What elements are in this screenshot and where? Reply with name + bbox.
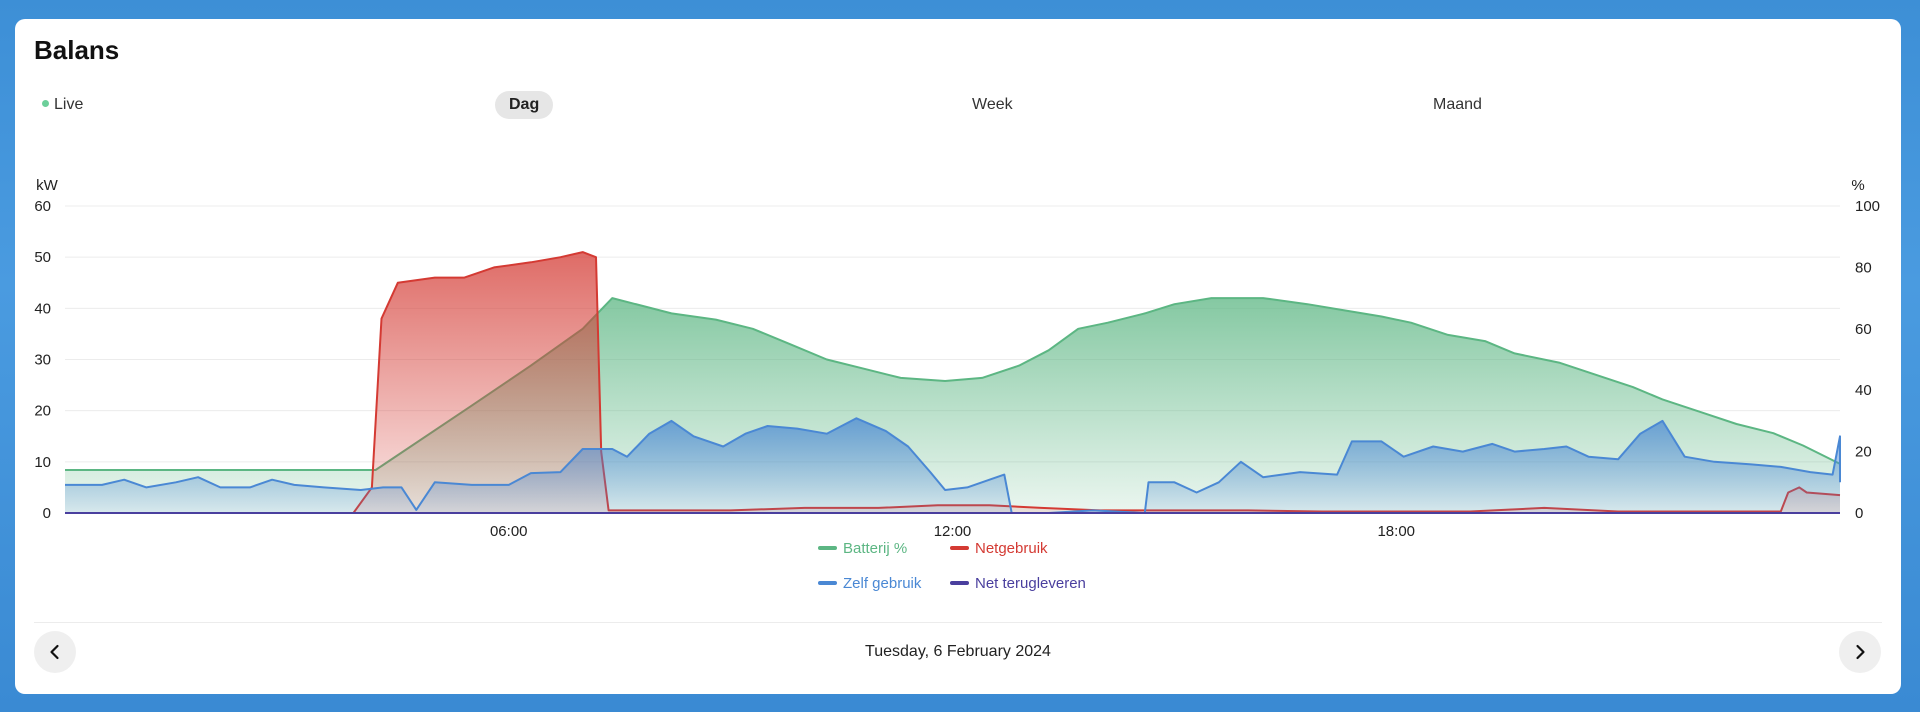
legend-label: Batterij % bbox=[843, 540, 908, 557]
legend-item[interactable]: Netgebruik bbox=[950, 540, 1048, 557]
balance-chart: 0 10 20 30 40 50 60 0 20 40 60 80 100 kW % 06:00 12:00 18… bbox=[34, 177, 1880, 540]
legend-item[interactable]: Zelf gebruik bbox=[818, 575, 921, 592]
y-right-tick-label: 0 bbox=[1855, 505, 1863, 522]
x-tick-label: 06:00 bbox=[490, 523, 528, 540]
legend-label: Netgebruik bbox=[975, 540, 1048, 557]
legend-item[interactable]: Batterij % bbox=[818, 540, 907, 557]
card-title: Balans bbox=[34, 35, 120, 65]
y-right-unit-label: % bbox=[1851, 177, 1864, 194]
x-tick-label: 12:00 bbox=[934, 523, 972, 540]
series-line-batterij- bbox=[65, 297, 1841, 471]
tab-week[interactable]: Week bbox=[972, 96, 1013, 113]
legend-swatch bbox=[818, 546, 837, 551]
y-right-tick-label: 100 bbox=[1855, 198, 1880, 215]
y-left-unit-label: kW bbox=[36, 177, 59, 194]
y-left-tick-label: 20 bbox=[34, 403, 51, 420]
y-left-tick-label: 60 bbox=[34, 198, 51, 215]
chevron-right-icon bbox=[1856, 644, 1865, 660]
legend-swatch bbox=[950, 546, 969, 551]
chart-legend: Batterij % Netgebruik Zelf gebruik Net teru… bbox=[15, 540, 1901, 610]
y-right-tick-label: 60 bbox=[1855, 321, 1872, 338]
legend-swatch bbox=[950, 581, 969, 586]
footer-divider bbox=[34, 622, 1882, 623]
legend-swatch bbox=[818, 581, 837, 586]
balance-card: Balans Live Dag Week Maand 0 10 20 30 40 50 60… bbox=[15, 19, 1901, 694]
tab-dag[interactable]: Dag bbox=[495, 91, 554, 119]
y-right-tick-label: 80 bbox=[1855, 259, 1872, 276]
y-left-tick-label: 10 bbox=[34, 454, 51, 471]
legend-item[interactable]: Net terugleveren bbox=[950, 575, 1086, 592]
tab-live[interactable]: Live bbox=[42, 91, 83, 119]
next-day-button[interactable] bbox=[1839, 631, 1881, 673]
series-area-netgebruik bbox=[65, 252, 1840, 513]
series-line-zelf-gebruik bbox=[65, 417, 1841, 514]
legend-label: Zelf gebruik bbox=[843, 575, 922, 592]
tab-live-label: Live bbox=[54, 96, 84, 113]
chevron-left-icon bbox=[50, 644, 59, 660]
tab-maand[interactable]: Maand bbox=[1433, 96, 1482, 113]
current-date: Tuesday, 6 February 2024 bbox=[865, 643, 1051, 660]
y-left-tick-label: 30 bbox=[34, 352, 51, 369]
y-right-tick-label: 20 bbox=[1855, 444, 1872, 461]
previous-day-button[interactable] bbox=[34, 631, 76, 673]
x-tick-label: 18:00 bbox=[1377, 523, 1415, 540]
y-right-tick-label: 40 bbox=[1855, 382, 1872, 399]
y-left-tick-label: 50 bbox=[34, 249, 51, 266]
period-tabs: Live Dag Week Maand bbox=[15, 91, 1901, 121]
series-area-zelf-gebruik bbox=[65, 418, 1840, 513]
y-left-tick-label: 0 bbox=[43, 505, 51, 522]
legend-label: Net terugleveren bbox=[975, 575, 1086, 592]
live-dot-icon bbox=[42, 100, 49, 108]
y-left-tick-label: 40 bbox=[34, 300, 51, 317]
